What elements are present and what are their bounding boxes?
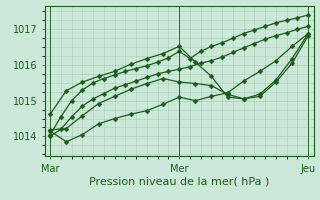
X-axis label: Pression niveau de la mer( hPa ): Pression niveau de la mer( hPa ) (89, 176, 269, 186)
